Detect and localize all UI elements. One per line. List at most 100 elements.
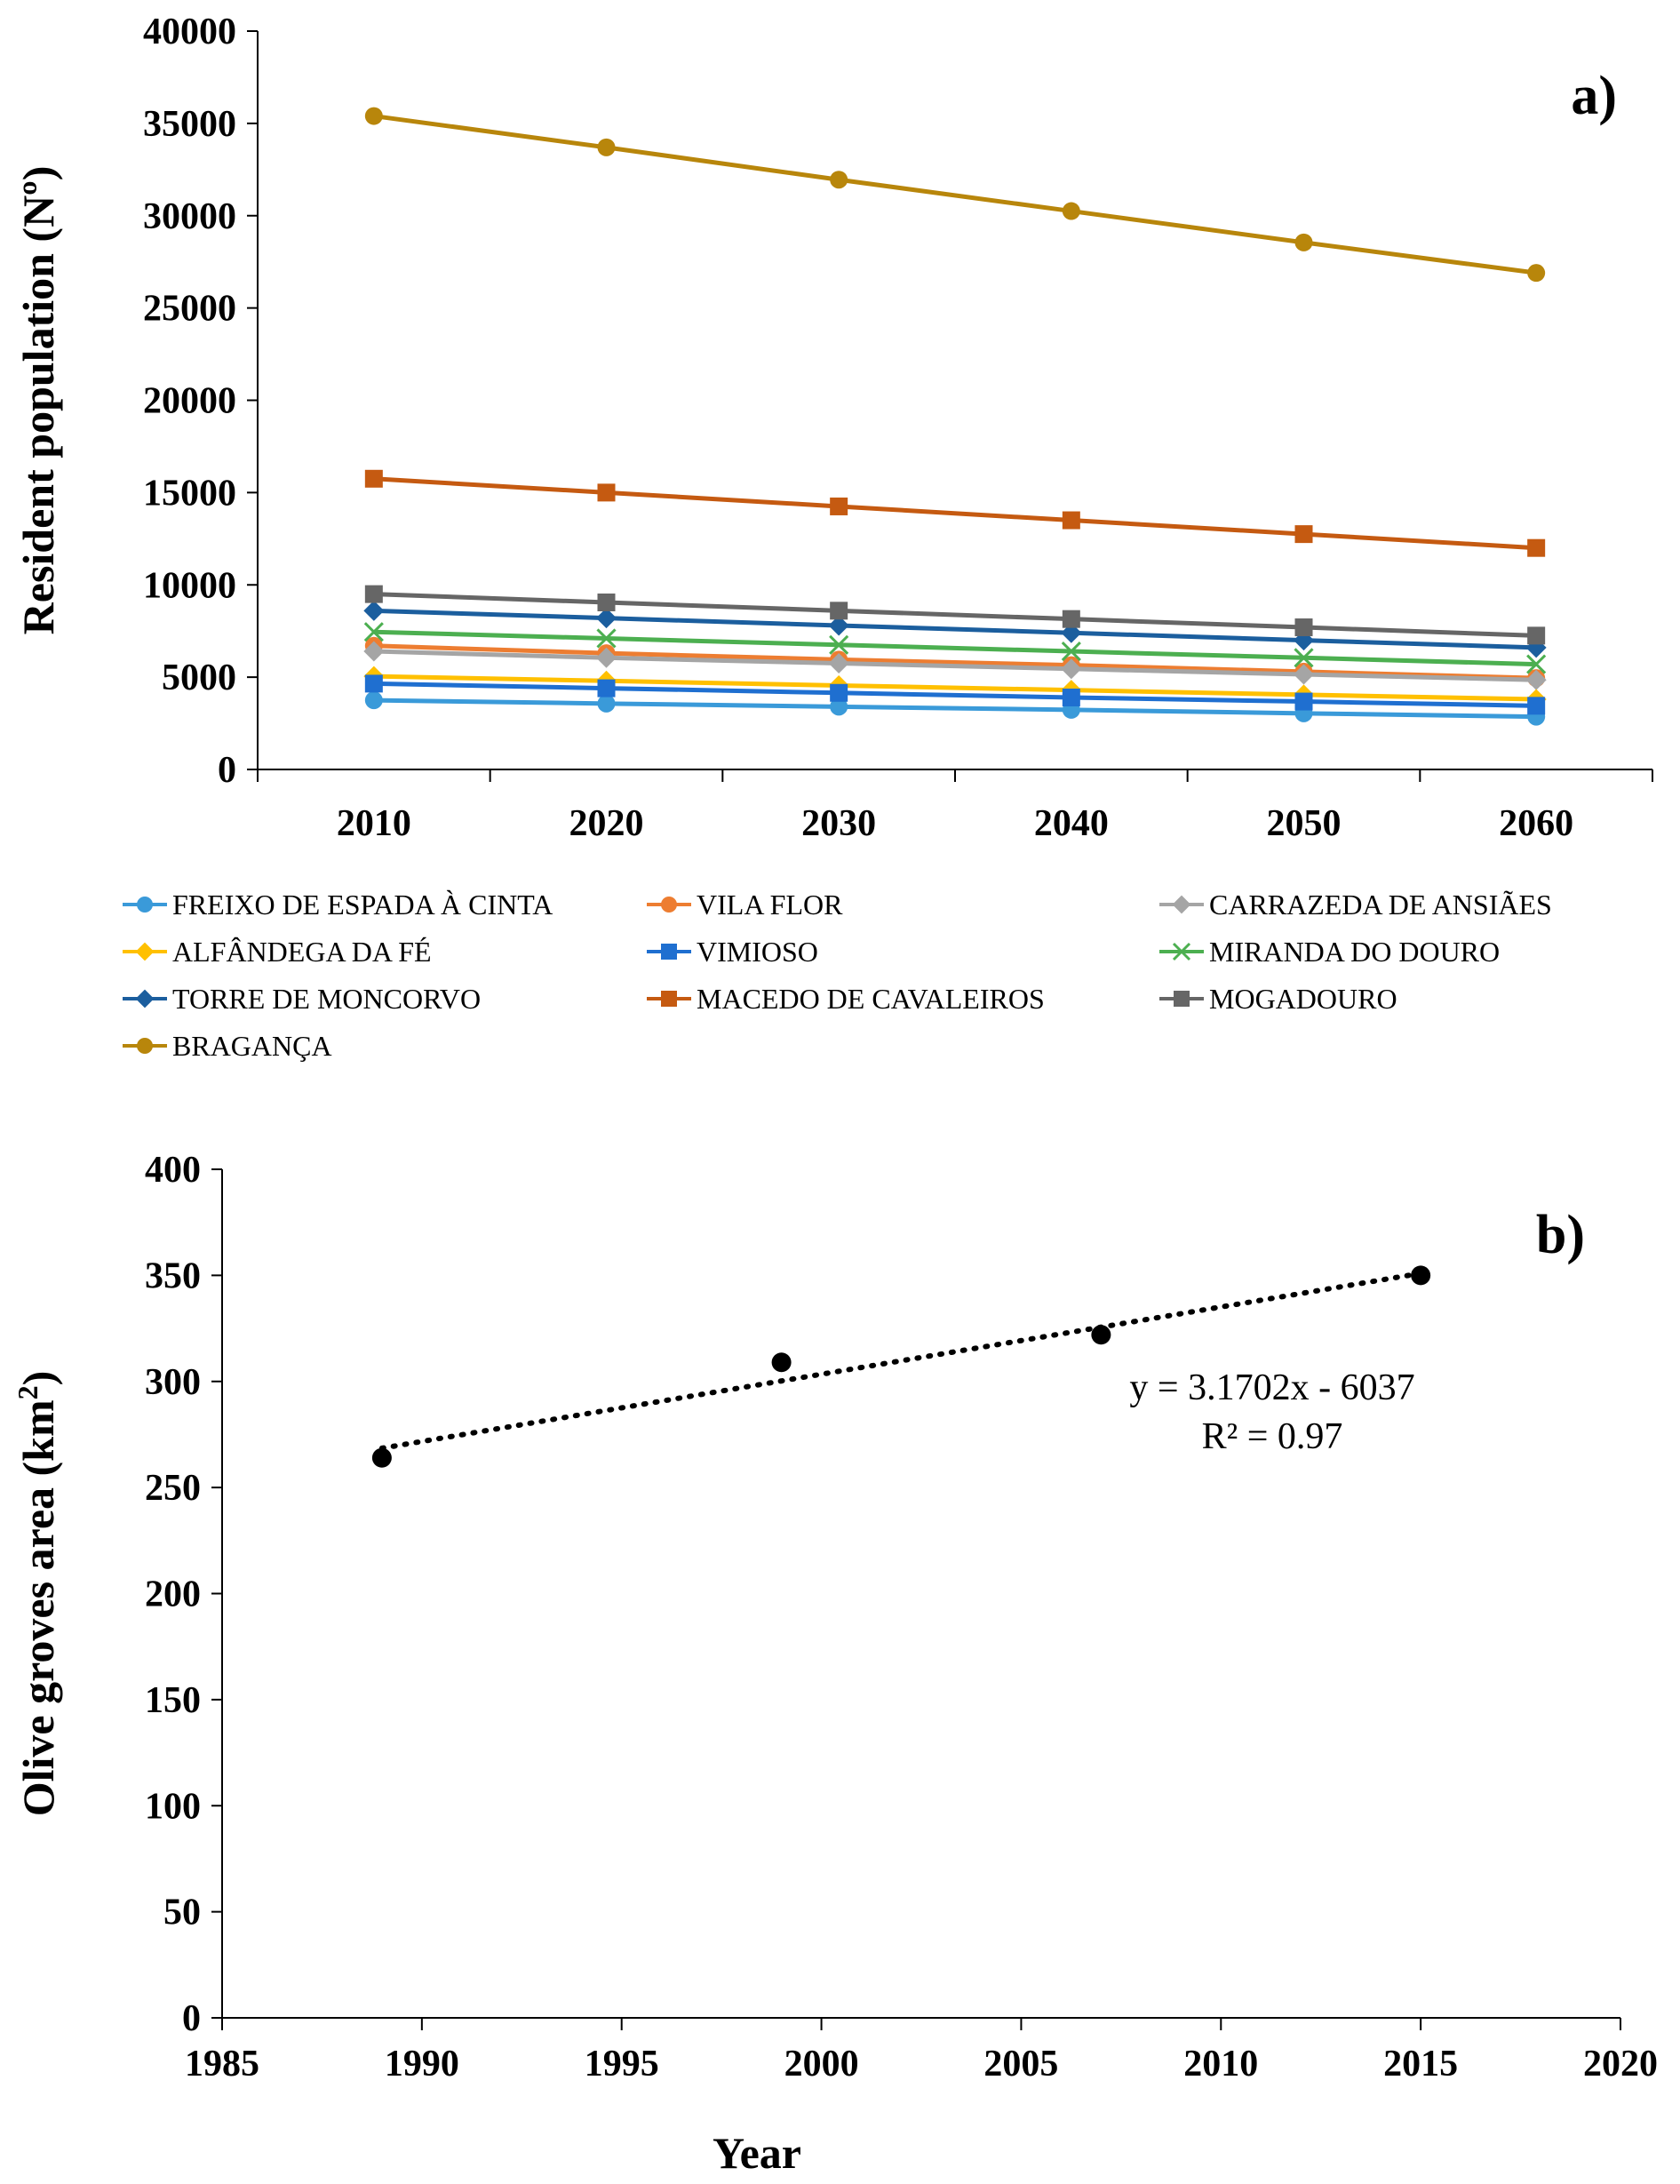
y-tick-label-b: 50 <box>163 1893 201 1933</box>
panel-label-a: a) <box>1571 66 1617 126</box>
legend-marker-0 <box>137 897 153 913</box>
y-tick-label-a: 40000 <box>143 12 236 52</box>
y-tick-label-a: 35000 <box>143 104 236 145</box>
legend-label-2: CARRAZEDA DE ANSIÃES <box>1209 889 1552 921</box>
data-point-s0-0 <box>364 691 383 710</box>
x-tick-label-b: 2005 <box>983 2044 1058 2084</box>
panel-label-b: b) <box>1536 1205 1585 1265</box>
legend-marker-3 <box>135 942 155 961</box>
x-tick-label-b: 1995 <box>585 2044 659 2084</box>
trendline-r-squared: R² = 0.97 <box>1202 1416 1343 1457</box>
legend-label-5: MIRANDA DO DOURO <box>1209 936 1500 968</box>
data-point-s7-0 <box>364 469 383 488</box>
x-axis-title-b: Year <box>713 2128 801 2178</box>
data-point-s7-2 <box>830 497 848 515</box>
legend-label-3: ALFÂNDEGA DA FÉ <box>172 936 432 968</box>
data-point-b-0 <box>371 1447 392 1468</box>
data-point-s2-4 <box>1294 664 1314 685</box>
x-tick-label-b: 2020 <box>1583 2044 1658 2084</box>
legend-label-8: MOGADOURO <box>1209 983 1397 1015</box>
data-point-s9-3 <box>1062 202 1080 220</box>
x-tick-label-a: 2060 <box>1499 803 1573 844</box>
y-tick-label-b: 350 <box>145 1255 201 1296</box>
data-point-s2-1 <box>596 647 617 668</box>
x-tick-label-a: 2050 <box>1267 803 1342 844</box>
data-point-s4-4 <box>1294 692 1313 711</box>
data-point-s9-0 <box>364 107 383 125</box>
data-point-s5-4-stroke <box>1294 648 1314 668</box>
data-point-s7-1 <box>597 483 616 502</box>
data-point-s6-1 <box>596 608 617 629</box>
y-tick-label-a: 5000 <box>162 658 236 698</box>
x-tick-label-b: 1990 <box>385 2044 459 2084</box>
data-point-s5-0-stroke <box>363 622 384 642</box>
data-point-s5-0 <box>363 622 384 642</box>
series-line-4 <box>373 681 1537 708</box>
data-point-s4-0 <box>364 674 383 693</box>
data-point-s2-5 <box>1525 669 1547 690</box>
y-axis-title-b-end: ) <box>13 1371 63 1386</box>
y-tick-label-b: 200 <box>145 1574 201 1615</box>
data-point-s5-3-stroke <box>1061 641 1081 662</box>
x-tick-label-b: 2015 <box>1383 2044 1458 2084</box>
legend-marker-1 <box>661 897 677 913</box>
data-point-s7-4 <box>1294 525 1313 544</box>
y-tick-label-b: 400 <box>145 1150 201 1191</box>
x-tick-label-a: 2030 <box>801 803 876 844</box>
chart-b: 0 50 100 150 200 250 300 350 400 1985 1990 1995 2000… <box>12 1150 1658 2178</box>
data-point-b-1 <box>771 1352 792 1373</box>
legend-marker-9 <box>137 1038 153 1054</box>
x-tick-label-a: 2040 <box>1034 803 1109 844</box>
legend-marker-5 <box>1172 942 1191 961</box>
y-tick-label-b: 0 <box>182 1998 201 2039</box>
legend-marker-2 <box>1172 895 1191 914</box>
x-tick-label-a: 2020 <box>569 803 644 844</box>
data-point-s5-1 <box>596 628 617 649</box>
data-point-s8-4 <box>1294 618 1313 637</box>
y-tick-label-a: 25000 <box>143 289 236 330</box>
data-point-s4-2 <box>830 683 848 702</box>
x-tick-label-b: 1985 <box>185 2044 259 2084</box>
y-tick-label-a: 10000 <box>143 565 236 606</box>
y-axis-title-b-main: Olive groves area (km <box>13 1399 63 1816</box>
data-point-b-3 <box>1411 1265 1431 1286</box>
data-point-s9-5 <box>1527 264 1546 283</box>
series-line-5 <box>373 629 1537 667</box>
chart-a: 0 5000 10000 15000 20000 25000 30000 35000 40000… <box>13 12 1653 1062</box>
y-tick-label-b: 150 <box>145 1680 201 1721</box>
data-point-s4-3 <box>1062 688 1080 706</box>
legend-label-4: VIMIOSO <box>697 936 818 968</box>
data-point-s5-2 <box>829 634 849 655</box>
data-point-s8-3 <box>1062 610 1080 628</box>
data-point-s4-1 <box>597 679 616 697</box>
y-tick-label-b: 250 <box>145 1468 201 1509</box>
data-point-s5-3 <box>1061 641 1081 662</box>
y-axis-title-b-sup: 2 <box>12 1385 44 1399</box>
series-line-6 <box>373 608 1537 650</box>
legend-label-7: MACEDO DE CAVALEIROS <box>697 983 1045 1015</box>
series-line-2 <box>373 649 1537 682</box>
data-point-s7-5 <box>1527 538 1546 557</box>
trendline-equation: y = 3.1702x - 6037 <box>1129 1367 1414 1408</box>
y-tick-label-b: 300 <box>145 1362 201 1403</box>
data-point-s8-1 <box>597 593 616 611</box>
data-point-s6-0 <box>363 600 385 621</box>
legend-label-9: BRAGANÇA <box>172 1030 332 1062</box>
data-point-s2-0 <box>363 641 385 662</box>
legend-label-0: FREIXO DE ESPADA À CINTA <box>172 889 553 921</box>
y-tick-label-a: 15000 <box>143 473 236 514</box>
data-point-s8-0 <box>364 585 383 603</box>
series-line-1 <box>373 643 1537 681</box>
x-tick-label-a: 2010 <box>337 803 411 844</box>
series-line-3 <box>373 674 1537 702</box>
y-axis-title-b: Olive groves area (km2) <box>12 1371 63 1817</box>
data-point-s5-5 <box>1526 654 1547 674</box>
legend-label-1: VILA FLOR <box>697 889 843 921</box>
y-tick-label-b: 100 <box>145 1786 201 1827</box>
legend-label-6: TORRE DE MONCORVO <box>172 983 481 1015</box>
y-tick-label-a: 30000 <box>143 196 236 237</box>
data-point-s0-1 <box>597 694 616 713</box>
data-point-s6-2 <box>828 615 849 636</box>
series-line-8 <box>373 592 1537 638</box>
